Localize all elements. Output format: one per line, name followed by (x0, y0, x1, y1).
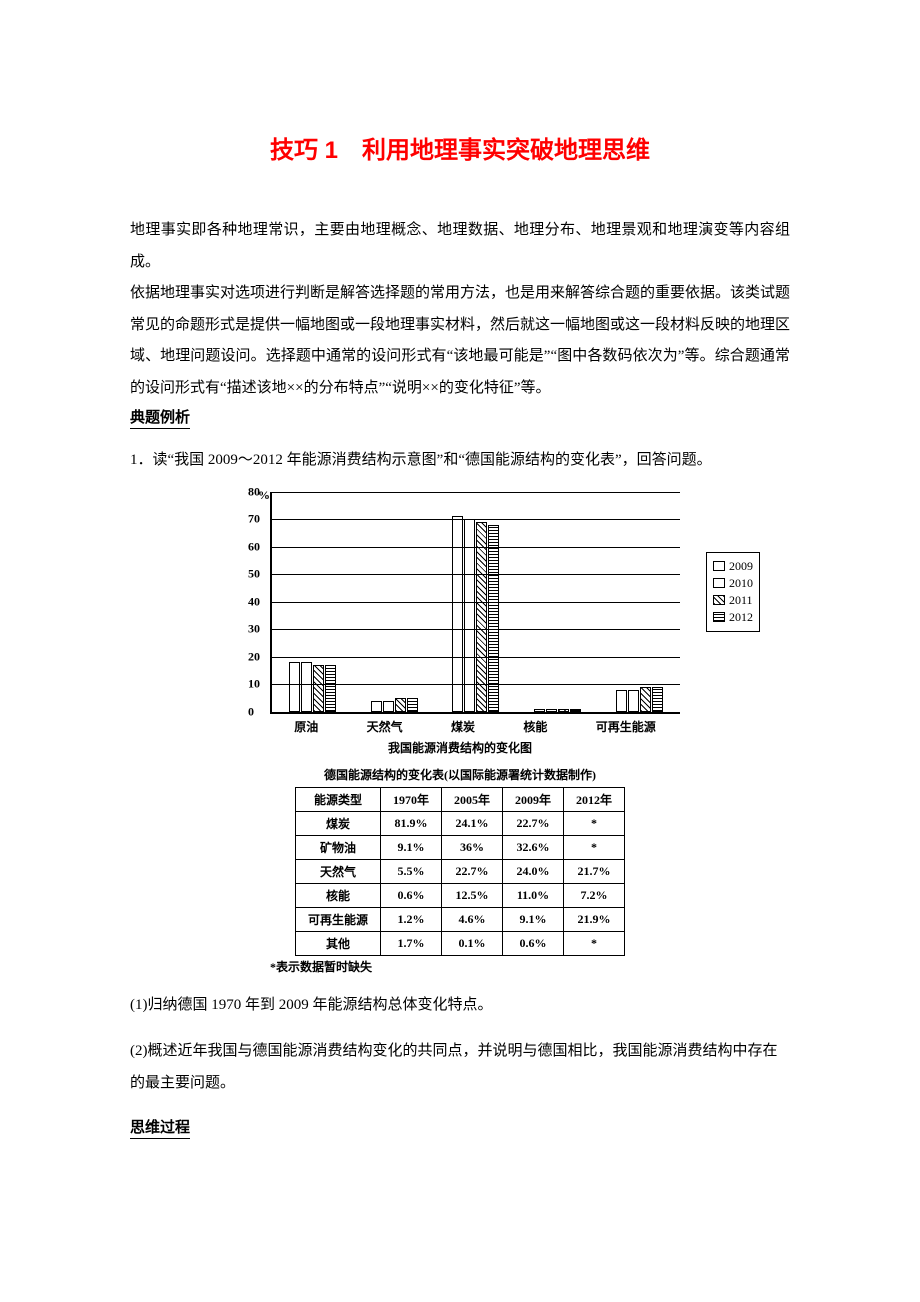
table-cell: 32.6% (503, 835, 564, 859)
table-header: 2005年 (441, 787, 502, 811)
table-footnote: *表示数据暂时缺失 (270, 958, 650, 975)
legend-item: 2011 (713, 593, 753, 608)
table-cell: 4.6% (441, 907, 502, 931)
bar-group (616, 687, 663, 712)
table-cell: 煤炭 (295, 811, 380, 835)
table-cell: * (564, 811, 625, 835)
energy-chart: % 01020304050607080 2009201020112012 原油天… (240, 492, 680, 756)
table-header: 1970年 (380, 787, 441, 811)
bar (558, 709, 569, 712)
chart-legend: 2009 2010 2011 2012 (706, 552, 760, 632)
table-cell: 0.6% (380, 883, 441, 907)
bar (407, 698, 418, 712)
y-tick: 30 (248, 622, 260, 637)
bar (570, 709, 581, 712)
table-cell: 可再生能源 (295, 907, 380, 931)
y-tick: 60 (248, 539, 260, 554)
bar (301, 662, 312, 712)
section-thinking-heading: 思维过程 (130, 1116, 190, 1139)
table-cell: 36% (441, 835, 502, 859)
x-category: 天然气 (367, 718, 403, 735)
table-cell: 核能 (295, 883, 380, 907)
page-title: 技巧 1 利用地理事实突破地理思维 (130, 130, 790, 165)
table-cell: 其他 (295, 931, 380, 955)
table-cell: 7.2% (564, 883, 625, 907)
table-cell: * (564, 931, 625, 955)
legend-item: 2010 (713, 576, 753, 591)
x-category: 原油 (294, 718, 318, 735)
question-stem: 1．读“我国 2009～2012 年能源消费结构示意图”和“德国能源结构的变化表… (130, 445, 790, 477)
table-row: 核能0.6%12.5%11.0%7.2% (295, 883, 624, 907)
table-cell: 21.9% (564, 907, 625, 931)
bar (616, 690, 627, 712)
bar (534, 709, 545, 712)
bar (325, 665, 336, 712)
table-header: 2009年 (503, 787, 564, 811)
bar (313, 665, 324, 712)
table-header: 能源类型 (295, 787, 380, 811)
x-category: 煤炭 (451, 718, 475, 735)
y-tick: 20 (248, 649, 260, 664)
table-cell: 0.6% (503, 931, 564, 955)
table-cell: 1.2% (380, 907, 441, 931)
chart-caption: 我国能源消费结构的变化图 (240, 739, 680, 756)
table-cell: 22.7% (503, 811, 564, 835)
bar (628, 690, 639, 712)
table-cell: 9.1% (503, 907, 564, 931)
bar (640, 687, 651, 712)
section-example-heading: 典题例析 (130, 406, 190, 429)
bar-group (289, 662, 336, 712)
y-tick: 80 (248, 484, 260, 499)
table-cell: 9.1% (380, 835, 441, 859)
sub-question-1: (1)归纳德国 1970 年到 2009 年能源结构总体变化特点。 (130, 990, 790, 1022)
legend-item: 2012 (713, 610, 753, 625)
table-cell: 0.1% (441, 931, 502, 955)
bar (383, 701, 394, 712)
bar (395, 698, 406, 712)
table-cell: 81.9% (380, 811, 441, 835)
table-row: 其他1.7%0.1%0.6%* (295, 931, 624, 955)
sub-question-2: (2)概述近年我国与德国能源消费结构变化的共同点，并说明与德国相比，我国能源消费… (130, 1036, 790, 1099)
x-category: 可再生能源 (596, 718, 656, 735)
table-cell: 矿物油 (295, 835, 380, 859)
bar (652, 687, 663, 712)
y-tick: 0 (248, 704, 254, 719)
bar (464, 519, 475, 712)
germany-energy-table: 能源类型1970年2005年2009年2012年煤炭81.9%24.1%22.7… (295, 787, 625, 956)
table-header: 2012年 (564, 787, 625, 811)
table-cell: 21.7% (564, 859, 625, 883)
bar (371, 701, 382, 712)
table-row: 天然气5.5%22.7%24.0%21.7% (295, 859, 624, 883)
y-tick: 70 (248, 512, 260, 527)
table-title: 德国能源结构的变化表(以国际能源署统计数据制作) (130, 766, 790, 783)
y-tick: 10 (248, 677, 260, 692)
table-cell: 11.0% (503, 883, 564, 907)
table-cell: 12.5% (441, 883, 502, 907)
table-cell: 24.1% (441, 811, 502, 835)
legend-item: 2009 (713, 559, 753, 574)
table-cell: 天然气 (295, 859, 380, 883)
bar (546, 709, 557, 712)
table-cell: 22.7% (441, 859, 502, 883)
y-tick: 50 (248, 567, 260, 582)
intro-text: 地理事实即各种地理常识，主要由地理概念、地理数据、地理分布、地理景观和地理演变等… (130, 215, 790, 404)
table-cell: 1.7% (380, 931, 441, 955)
table-cell: 5.5% (380, 859, 441, 883)
bar-group (371, 698, 418, 712)
table-row: 可再生能源1.2%4.6%9.1%21.9% (295, 907, 624, 931)
x-category: 核能 (523, 718, 547, 735)
bar-group (534, 709, 581, 712)
bar (289, 662, 300, 712)
y-tick: 40 (248, 594, 260, 609)
table-cell: * (564, 835, 625, 859)
table-row: 矿物油9.1%36%32.6%* (295, 835, 624, 859)
table-cell: 24.0% (503, 859, 564, 883)
table-row: 煤炭81.9%24.1%22.7%* (295, 811, 624, 835)
